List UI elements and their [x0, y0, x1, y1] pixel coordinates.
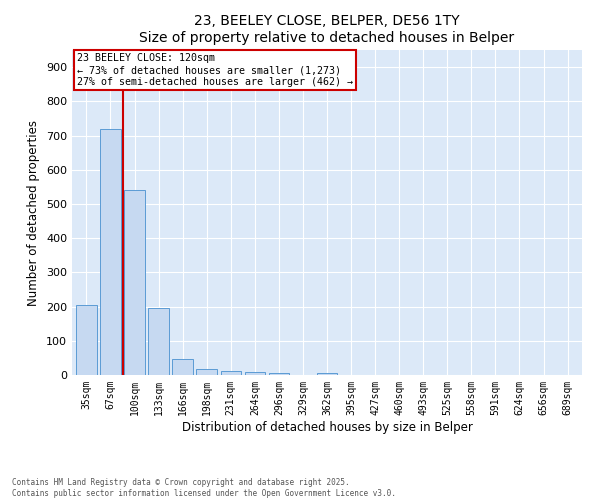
Text: Contains HM Land Registry data © Crown copyright and database right 2025.
Contai: Contains HM Land Registry data © Crown c…	[12, 478, 396, 498]
Bar	[76, 305, 97, 375]
Bar	[221, 370, 241, 375]
Bar	[148, 308, 169, 375]
X-axis label: Distribution of detached houses by size in Belper: Distribution of detached houses by size …	[182, 420, 472, 434]
Title: 23, BEELEY CLOSE, BELPER, DE56 1TY
Size of property relative to detached houses : 23, BEELEY CLOSE, BELPER, DE56 1TY Size …	[139, 14, 515, 44]
Bar	[172, 358, 193, 375]
Bar	[245, 372, 265, 375]
Bar	[317, 372, 337, 375]
Bar	[269, 372, 289, 375]
Y-axis label: Number of detached properties: Number of detached properties	[28, 120, 40, 306]
Bar	[196, 369, 217, 375]
Text: 23 BEELEY CLOSE: 120sqm
← 73% of detached houses are smaller (1,273)
27% of semi: 23 BEELEY CLOSE: 120sqm ← 73% of detache…	[77, 54, 353, 86]
Bar	[124, 190, 145, 375]
Bar	[100, 128, 121, 375]
